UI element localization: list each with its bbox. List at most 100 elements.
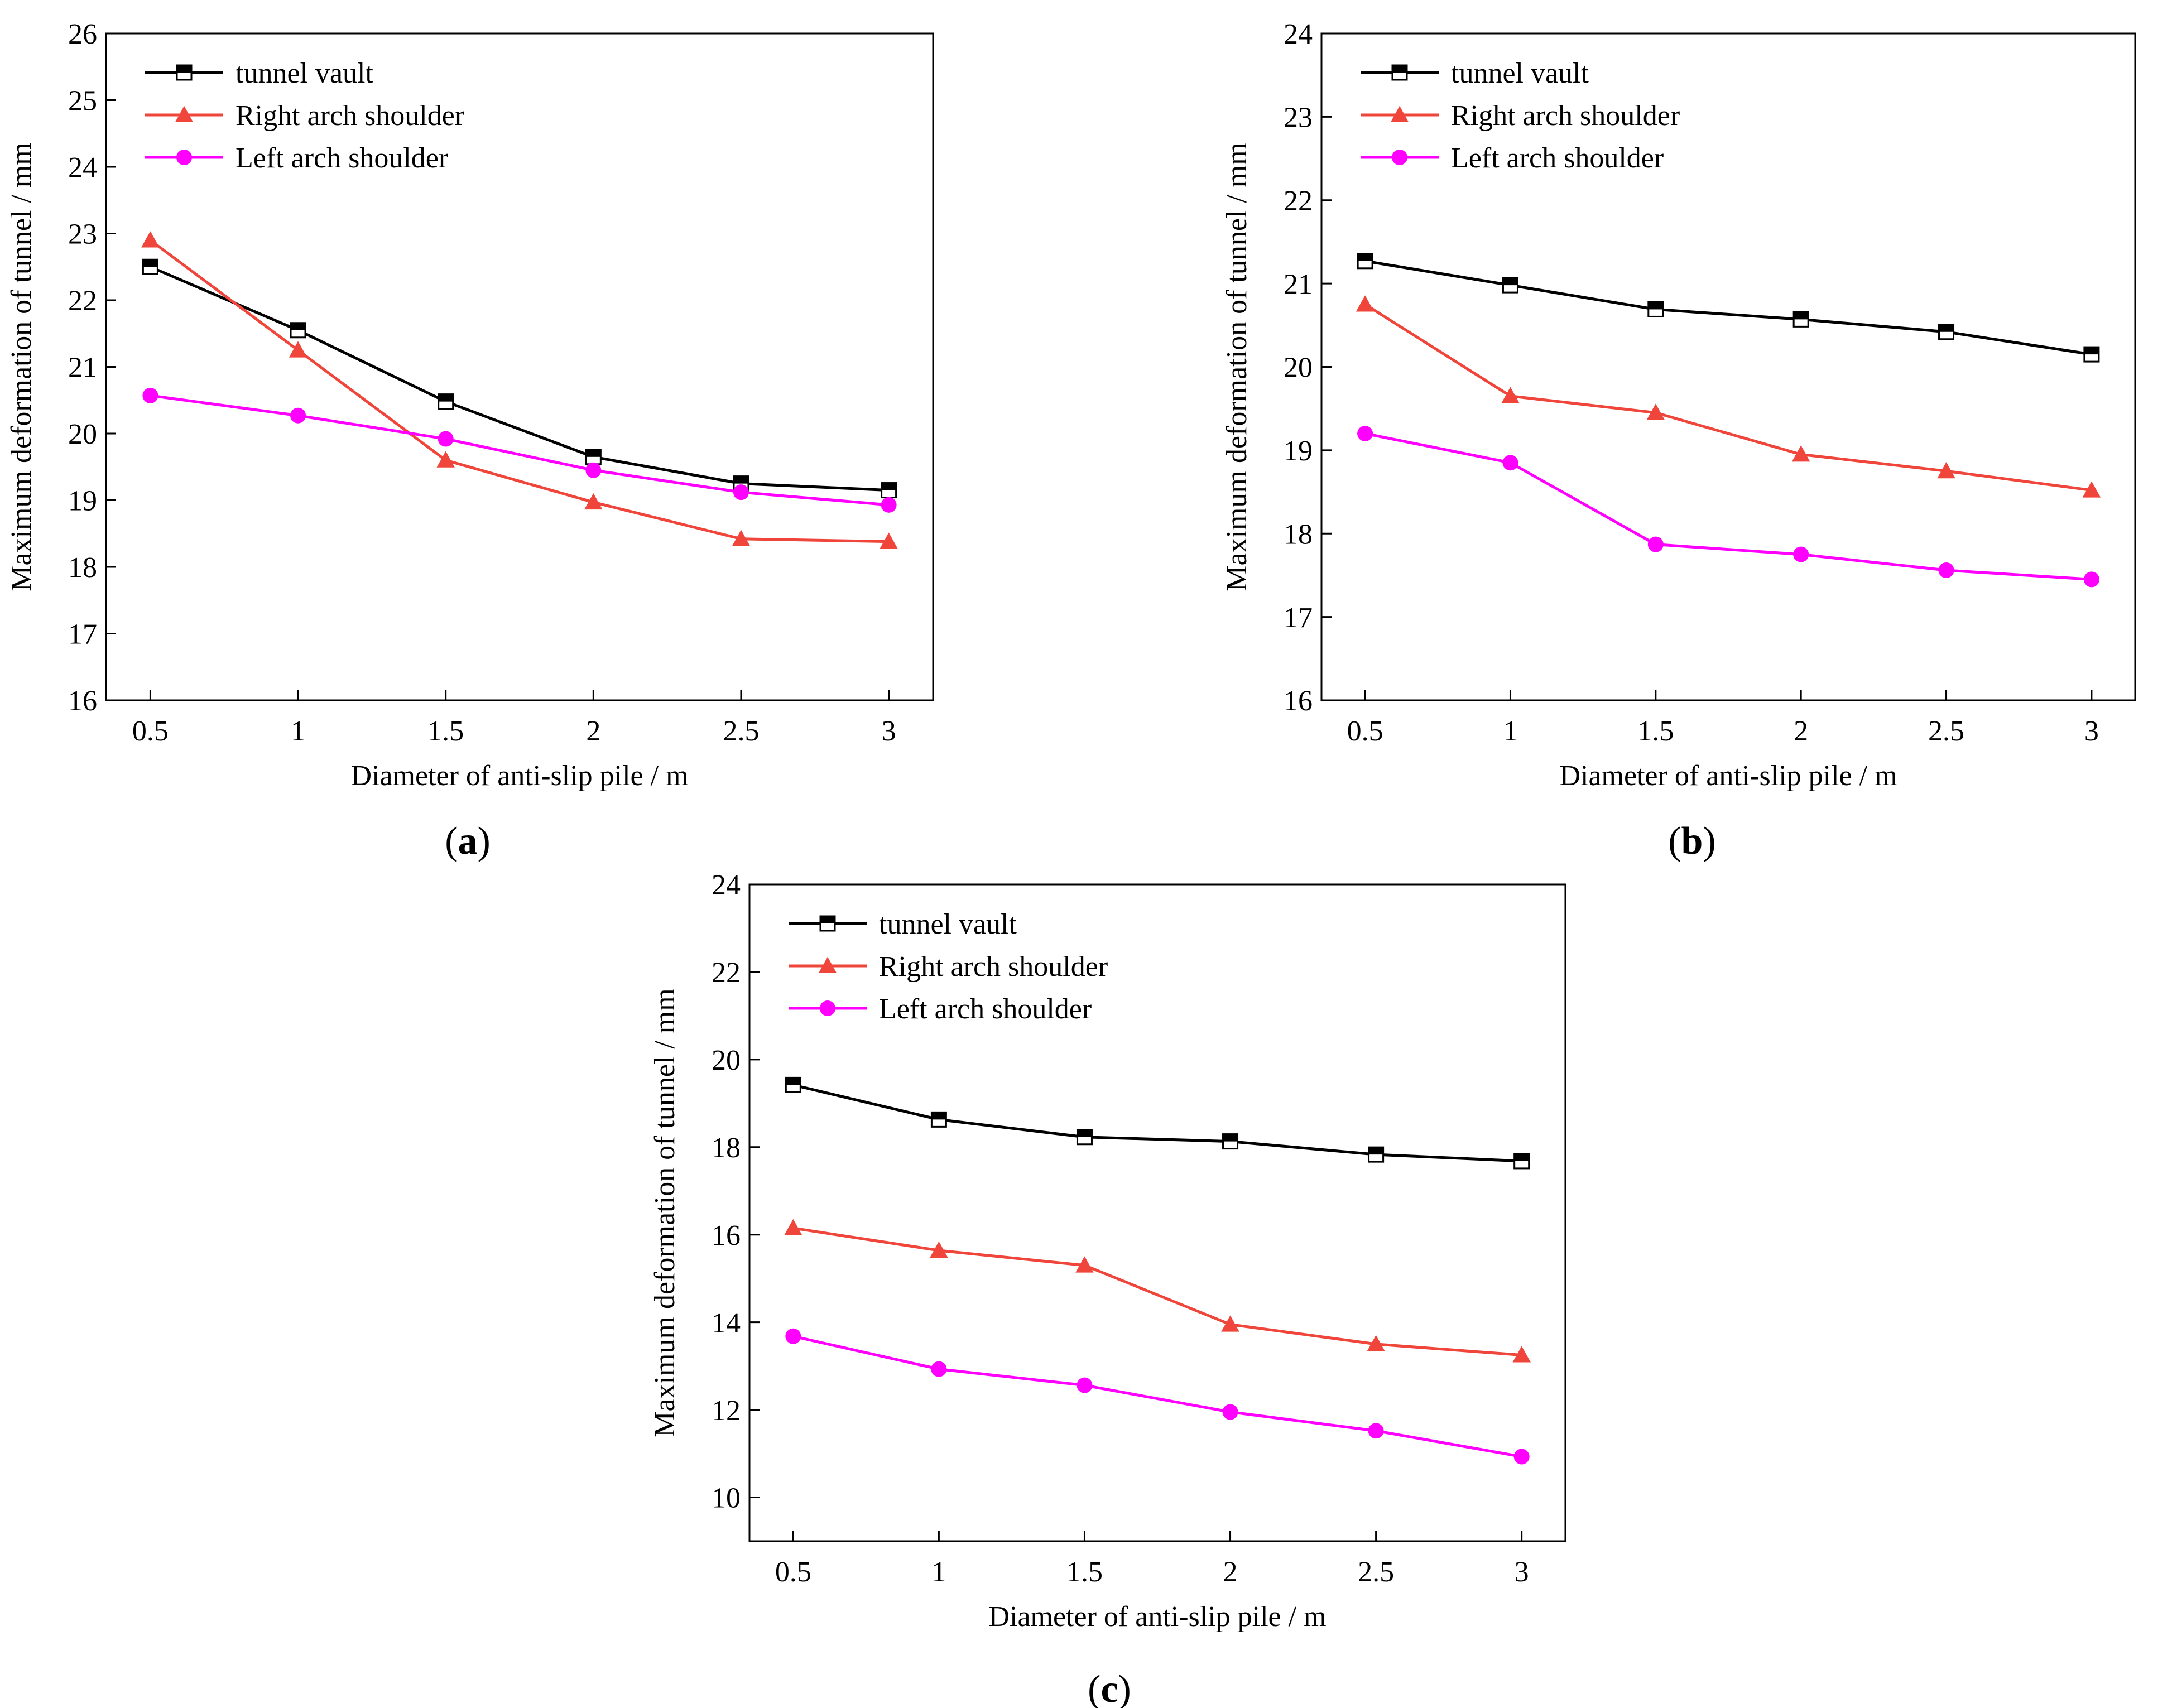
legend-item: tunnel vault bbox=[1361, 57, 1589, 89]
legend-item: Left arch shoulder bbox=[789, 993, 1092, 1025]
y-tick-label: 18 bbox=[68, 552, 97, 584]
y-tick-label: 23 bbox=[68, 219, 97, 251]
legend-label: Right arch shoulder bbox=[236, 100, 464, 132]
series-tunnel-vault bbox=[142, 258, 897, 499]
chart-panel-c: 10 12 14 16 18 20 22 24 0.5 1 1.5 2 2.5 3 Diameter of … bbox=[649, 869, 1566, 1708]
y-tick-label: 17 bbox=[1284, 602, 1313, 634]
x-tick-label: 1 bbox=[291, 715, 305, 747]
legend-label: tunnel vault bbox=[1451, 57, 1589, 89]
legend-marker bbox=[1390, 105, 1409, 122]
data-point bbox=[1646, 403, 1665, 420]
data-point bbox=[1221, 1315, 1239, 1332]
x-tick-label: 1.5 bbox=[1637, 715, 1674, 747]
x-tick-label: 2.5 bbox=[723, 715, 759, 747]
data-point bbox=[785, 1076, 801, 1093]
chart-panel-a: 16 17 18 19 20 21 22 23 24 25 26 0.5 1 1.5 2 2.5 3 Diamet… bbox=[6, 18, 934, 863]
y-tick-label: 16 bbox=[1284, 685, 1313, 717]
legend-item: Right arch shoulder bbox=[789, 951, 1108, 983]
panel-label-letter: b bbox=[1681, 820, 1703, 863]
series-left-arch-shoulder bbox=[1357, 426, 2099, 588]
x-tick-label: 0.5 bbox=[775, 1556, 811, 1588]
series-right-arch-shoulder bbox=[784, 1219, 1531, 1363]
data-point bbox=[1357, 253, 1373, 270]
legend-label: Left arch shoulder bbox=[236, 142, 448, 174]
x-tick-label: 1.5 bbox=[1066, 1556, 1103, 1588]
data-point bbox=[1077, 1377, 1093, 1393]
data-point bbox=[290, 407, 306, 424]
series-line bbox=[792, 1335, 1522, 1459]
legend-marker bbox=[1392, 150, 1407, 165]
y-tick-label: 24 bbox=[68, 152, 97, 184]
panel-label: (c) bbox=[1088, 1668, 1131, 1708]
data-point bbox=[2083, 346, 2100, 363]
data-point bbox=[1793, 546, 1809, 562]
data-point bbox=[438, 393, 454, 410]
x-tick-label: 2 bbox=[586, 715, 600, 747]
data-point bbox=[732, 530, 751, 546]
y-tick-label: 20 bbox=[1284, 352, 1313, 384]
y-tick-label: 26 bbox=[68, 18, 97, 50]
legend-item: Left arch shoulder bbox=[145, 142, 448, 174]
data-point bbox=[2083, 571, 2099, 588]
x-tick-label: 2 bbox=[1794, 715, 1808, 747]
y-axis-title: Maximum deformation of tunnel / mm bbox=[649, 988, 681, 1437]
legend-label: Right arch shoulder bbox=[879, 951, 1108, 983]
y-tick-label: 12 bbox=[712, 1395, 741, 1427]
y-axis-title: Maximum deformation of tunnel / mm bbox=[1221, 142, 1253, 591]
data-point bbox=[1512, 1346, 1531, 1363]
legend-item: tunnel vault bbox=[145, 57, 374, 89]
legend-label: Right arch shoulder bbox=[1451, 100, 1680, 132]
y-tick-label: 20 bbox=[68, 418, 97, 450]
y-tick-label: 25 bbox=[68, 85, 97, 117]
data-point bbox=[585, 462, 602, 478]
x-tick-label: 2 bbox=[1223, 1556, 1238, 1588]
legend-item: Left arch shoulder bbox=[1361, 142, 1664, 174]
series-line bbox=[1364, 259, 2092, 356]
series-line bbox=[792, 1083, 1522, 1163]
x-tick-label: 0.5 bbox=[132, 715, 169, 747]
legend-label: Left arch shoulder bbox=[879, 993, 1092, 1025]
y-tick-label: 23 bbox=[1284, 102, 1313, 134]
data-point bbox=[584, 493, 603, 510]
legend-marker bbox=[176, 64, 193, 81]
data-point bbox=[784, 1219, 802, 1235]
legend-label: tunnel vault bbox=[879, 908, 1017, 940]
panel-label: (a) bbox=[445, 820, 491, 863]
legend-item: Right arch shoulder bbox=[145, 100, 464, 132]
data-point bbox=[931, 1361, 947, 1377]
y-tick-label: 21 bbox=[68, 352, 97, 384]
data-point bbox=[1647, 536, 1664, 552]
data-point bbox=[930, 1241, 948, 1258]
data-point bbox=[1647, 301, 1664, 317]
data-point bbox=[141, 231, 160, 248]
y-tick-label: 18 bbox=[1284, 518, 1313, 550]
data-point bbox=[1938, 324, 1955, 340]
panel-label: (b) bbox=[1668, 820, 1716, 863]
x-axis-title: Diameter of anti-slip pile / m bbox=[988, 1601, 1326, 1633]
y-axis-title: Maximum deformation of tunnel / mm bbox=[6, 142, 37, 591]
y-tick-label: 16 bbox=[712, 1220, 741, 1252]
legend-marker bbox=[818, 956, 837, 973]
plot-frame bbox=[105, 32, 934, 701]
series-line bbox=[150, 265, 889, 492]
data-point bbox=[881, 497, 897, 513]
series-line bbox=[150, 394, 889, 507]
data-point bbox=[1357, 426, 1373, 441]
data-point bbox=[1368, 1146, 1385, 1163]
data-point bbox=[1938, 562, 1954, 578]
data-point bbox=[1222, 1133, 1239, 1150]
data-point bbox=[930, 1111, 947, 1128]
data-point bbox=[438, 431, 454, 447]
data-point bbox=[881, 482, 897, 499]
y-tick-label: 24 bbox=[1284, 18, 1313, 50]
series-tunnel-vault bbox=[1357, 253, 2100, 363]
legend: tunnel vault Right arch shoulder Left arch… bbox=[789, 908, 1108, 1025]
data-point bbox=[290, 322, 306, 339]
panel-label-letter: c bbox=[1100, 1668, 1118, 1708]
x-axis-title: Diameter of anti-slip pile / m bbox=[1559, 760, 1897, 792]
y-tick-label: 17 bbox=[68, 619, 97, 651]
data-point bbox=[142, 387, 158, 403]
data-point bbox=[142, 258, 158, 275]
data-point bbox=[785, 1328, 801, 1344]
